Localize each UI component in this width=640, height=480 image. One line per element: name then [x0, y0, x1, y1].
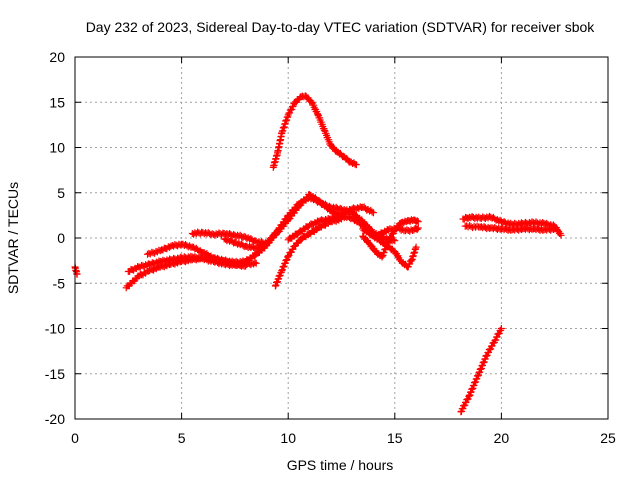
- x-axis-label: GPS time / hours: [287, 457, 394, 473]
- x-tick-label: 15: [387, 430, 403, 446]
- data-point-markers: [269, 92, 360, 171]
- y-tick-label: 20: [49, 49, 65, 65]
- y-tick-label: 10: [49, 140, 65, 156]
- x-tick-label: 25: [600, 430, 616, 446]
- data-point-markers: [461, 222, 559, 234]
- series-tail-c: [376, 224, 422, 238]
- series-low-tail: [457, 325, 505, 416]
- data-points: [71, 92, 565, 416]
- y-tick-label: 15: [49, 94, 65, 110]
- data-point-markers: [271, 214, 345, 290]
- series-rising: [271, 214, 345, 290]
- y-tick-label: -10: [45, 321, 65, 337]
- data-point-markers: [457, 325, 505, 416]
- series-late-band-b: [461, 222, 559, 234]
- x-tick-label: 5: [178, 430, 186, 446]
- plot-frame: [74, 56, 609, 420]
- y-tick-label: -15: [45, 366, 65, 382]
- data-point-markers: [359, 225, 420, 271]
- y-axis-label: SDTVAR / TECUs: [5, 182, 21, 294]
- x-tick-label: 20: [494, 430, 510, 446]
- y-tick-label: 0: [57, 230, 65, 246]
- chart-title: Day 232 of 2023, Sidereal Day-to-day VTE…: [86, 19, 596, 35]
- x-tick-label: 10: [280, 430, 296, 446]
- y-tick-label: -20: [45, 411, 65, 427]
- series-peak: [269, 92, 360, 171]
- series-low-band-c: [144, 240, 250, 270]
- data-point-markers: [376, 224, 422, 238]
- y-tick-label: -5: [53, 275, 66, 291]
- data-point-markers: [144, 240, 250, 270]
- y-tick-label: 5: [57, 185, 65, 201]
- series-tail-a: [359, 225, 420, 271]
- x-tick-label: 0: [71, 430, 79, 446]
